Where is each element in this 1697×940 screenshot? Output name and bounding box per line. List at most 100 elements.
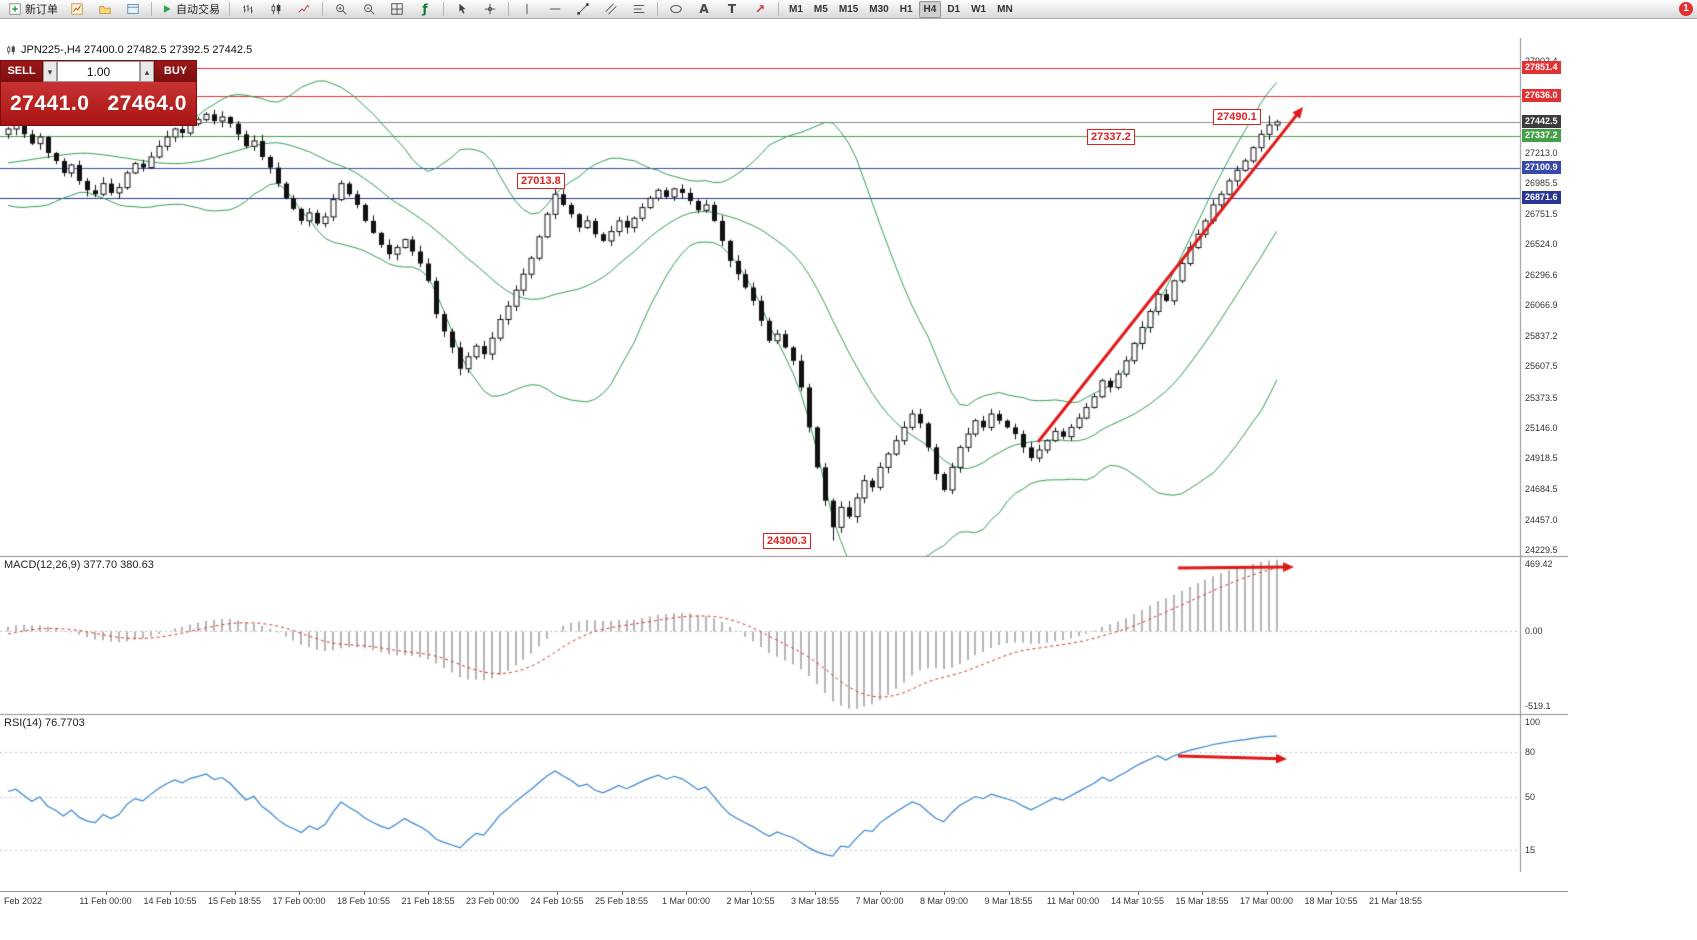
time-axis-tick xyxy=(1331,892,1332,895)
timeframe-M5[interactable]: M5 xyxy=(813,3,828,15)
macd-indicator-label: MACD(12,26,9) 377.70 380.63 xyxy=(4,559,154,571)
price-axis-label: 25146.0 xyxy=(1525,423,1558,433)
channel-icon[interactable] xyxy=(598,0,624,19)
rsi-indicator-label: RSI(14) 76.7703 xyxy=(4,717,85,729)
zoom-in-icon[interactable] xyxy=(328,0,354,19)
time-axis-tick xyxy=(621,892,623,895)
time-axis-label: 2 Mar 10:55 xyxy=(726,896,775,906)
toolbar-separator xyxy=(151,2,152,16)
time-axis-tick xyxy=(944,892,945,895)
auto-trading-label: 自动交易 xyxy=(176,4,220,16)
chart-ohlc-text: JPN225-,H4 27400.0 27482.5 27392.5 27442… xyxy=(21,44,253,56)
price-axis-label: 25607.5 xyxy=(1525,361,1558,371)
rsi-axis-label: 100 xyxy=(1525,717,1541,727)
price-annotation[interactable]: 27013.8 xyxy=(517,173,565,189)
new-order-button[interactable]: 新订单 xyxy=(4,0,62,19)
rsi-axis-label: 80 xyxy=(1525,747,1536,757)
toolbar-separator xyxy=(778,2,779,16)
price-axis-badge: 27100.9 xyxy=(1522,161,1561,174)
time-axis-tick xyxy=(234,892,236,895)
auto-trading-icon xyxy=(164,5,171,13)
timeframe-M1[interactable]: M1 xyxy=(789,3,803,15)
toolbar-separator xyxy=(229,2,230,16)
time-axis[interactable]: Feb 2022 11 Feb 00:00 14 Feb 10:55 15 Feb 1… xyxy=(0,891,1568,911)
price-axis-badge: 27636.0 xyxy=(1522,89,1561,102)
time-axis-label: 3 Mar 18:55 xyxy=(790,896,840,906)
time-axis-label: Feb 2022 xyxy=(4,896,43,906)
time-axis-label: 17 Mar 00:00 xyxy=(1239,896,1294,906)
price-axis-label: 24229.5 xyxy=(1525,545,1558,555)
timeframe-H1[interactable]: H1 xyxy=(899,3,913,15)
price-axis[interactable]: 27902.427213.026985.526751.526524.026296… xyxy=(1521,19,1581,891)
terminal-icon[interactable] xyxy=(120,0,146,19)
time-axis-label: 11 Mar 00:00 xyxy=(1046,896,1100,906)
price-annotation[interactable]: 24300.3 xyxy=(763,533,811,549)
toolbar-separator xyxy=(657,2,658,16)
price-chart-canvas[interactable] xyxy=(0,38,1568,872)
sell-price[interactable]: 27441.0 xyxy=(10,91,90,115)
timeframe-W1[interactable]: W1 xyxy=(971,3,987,15)
price-axis-label: 25837.2 xyxy=(1525,331,1558,341)
auto-trading-button[interactable]: 自动交易 xyxy=(157,0,224,19)
timeframe-D1[interactable]: D1 xyxy=(947,3,961,15)
ellipse-icon[interactable] xyxy=(663,0,689,19)
price-axis-badge: 27851.4 xyxy=(1522,61,1561,74)
vertical-line-icon[interactable] xyxy=(514,0,540,19)
volume-increase-button[interactable]: ▴ xyxy=(140,61,154,82)
bar-chart-icon[interactable] xyxy=(235,0,261,19)
candlestick-chart-icon[interactable] xyxy=(263,0,289,19)
cursor-icon[interactable] xyxy=(449,0,475,19)
tile-windows-icon[interactable] xyxy=(384,0,410,19)
sell-button[interactable]: SELL xyxy=(1,61,43,82)
time-axis-tick xyxy=(428,892,429,895)
macd-axis-label: 0.00 xyxy=(1525,626,1543,636)
arrow-tool-icon[interactable]: ↗ xyxy=(754,2,766,16)
price-axis-label: 26524.0 xyxy=(1525,239,1558,249)
profiles-icon[interactable] xyxy=(92,0,118,19)
price-axis-label: 24457.0 xyxy=(1525,515,1558,525)
new-chart-icon[interactable] xyxy=(64,0,90,19)
volume-input[interactable] xyxy=(57,61,140,82)
time-axis-label: 21 Feb 18:55 xyxy=(401,896,455,906)
price-axis-label: 26751.5 xyxy=(1525,209,1558,219)
volume-decrease-button[interactable]: ▾ xyxy=(43,61,57,82)
time-axis-label: 11 Feb 00:00 xyxy=(79,896,132,906)
timeframe-M30[interactable]: M30 xyxy=(869,3,889,15)
price-annotation[interactable]: 27490.1 xyxy=(1213,109,1261,125)
time-axis-label: 25 Feb 18:55 xyxy=(594,896,649,906)
time-axis-label: 18 Feb 10:55 xyxy=(336,896,391,906)
line-chart-icon[interactable] xyxy=(291,0,317,19)
chart-header: JPN225-,H4 27400.0 27482.5 27392.5 27442… xyxy=(5,44,252,56)
timeframe-MN[interactable]: MN xyxy=(997,3,1013,15)
notification-badge[interactable]: 1 xyxy=(1679,2,1693,16)
price-axis-label: 26066.9 xyxy=(1525,300,1558,310)
time-axis-tick xyxy=(879,892,881,895)
price-axis-label: 25373.5 xyxy=(1525,393,1558,403)
timeframe-M15[interactable]: M15 xyxy=(838,3,859,15)
crosshair-icon[interactable] xyxy=(477,0,503,19)
toolbar-separator xyxy=(443,2,444,16)
time-axis-tick xyxy=(299,892,300,895)
time-axis-tick xyxy=(815,892,816,895)
timeframe-group: M1 M5 M15 M30 H1 H4 D1 W1 MN xyxy=(784,0,1018,18)
price-axis-label: 27213.0 xyxy=(1525,148,1558,158)
text-icon[interactable]: A xyxy=(699,2,709,16)
price-annotation[interactable]: 27337.2 xyxy=(1087,129,1135,145)
rsi-axis-label: 50 xyxy=(1525,792,1536,802)
new-order-icon xyxy=(9,3,21,15)
indicators-icon[interactable]: ƒ xyxy=(422,2,428,16)
chart-window: JPN225-,H4 27400.0 27482.5 27392.5 27442… xyxy=(0,19,1697,911)
timeframe-H4[interactable]: H4 xyxy=(918,0,942,18)
time-axis-tick xyxy=(170,892,171,895)
time-axis-tick xyxy=(1073,892,1074,895)
trendline-icon[interactable] xyxy=(570,0,596,19)
buy-price[interactable]: 27464.0 xyxy=(107,91,187,115)
zoom-out-icon[interactable] xyxy=(356,0,382,19)
horizontal-line-icon[interactable] xyxy=(542,0,568,19)
label-icon[interactable]: T xyxy=(727,2,737,16)
fibonacci-icon[interactable] xyxy=(626,0,652,19)
time-axis-label: 18 Mar 10:55 xyxy=(1304,896,1358,906)
buy-button[interactable]: BUY xyxy=(154,61,196,82)
time-axis-label: 14 Feb 10:55 xyxy=(143,896,197,906)
